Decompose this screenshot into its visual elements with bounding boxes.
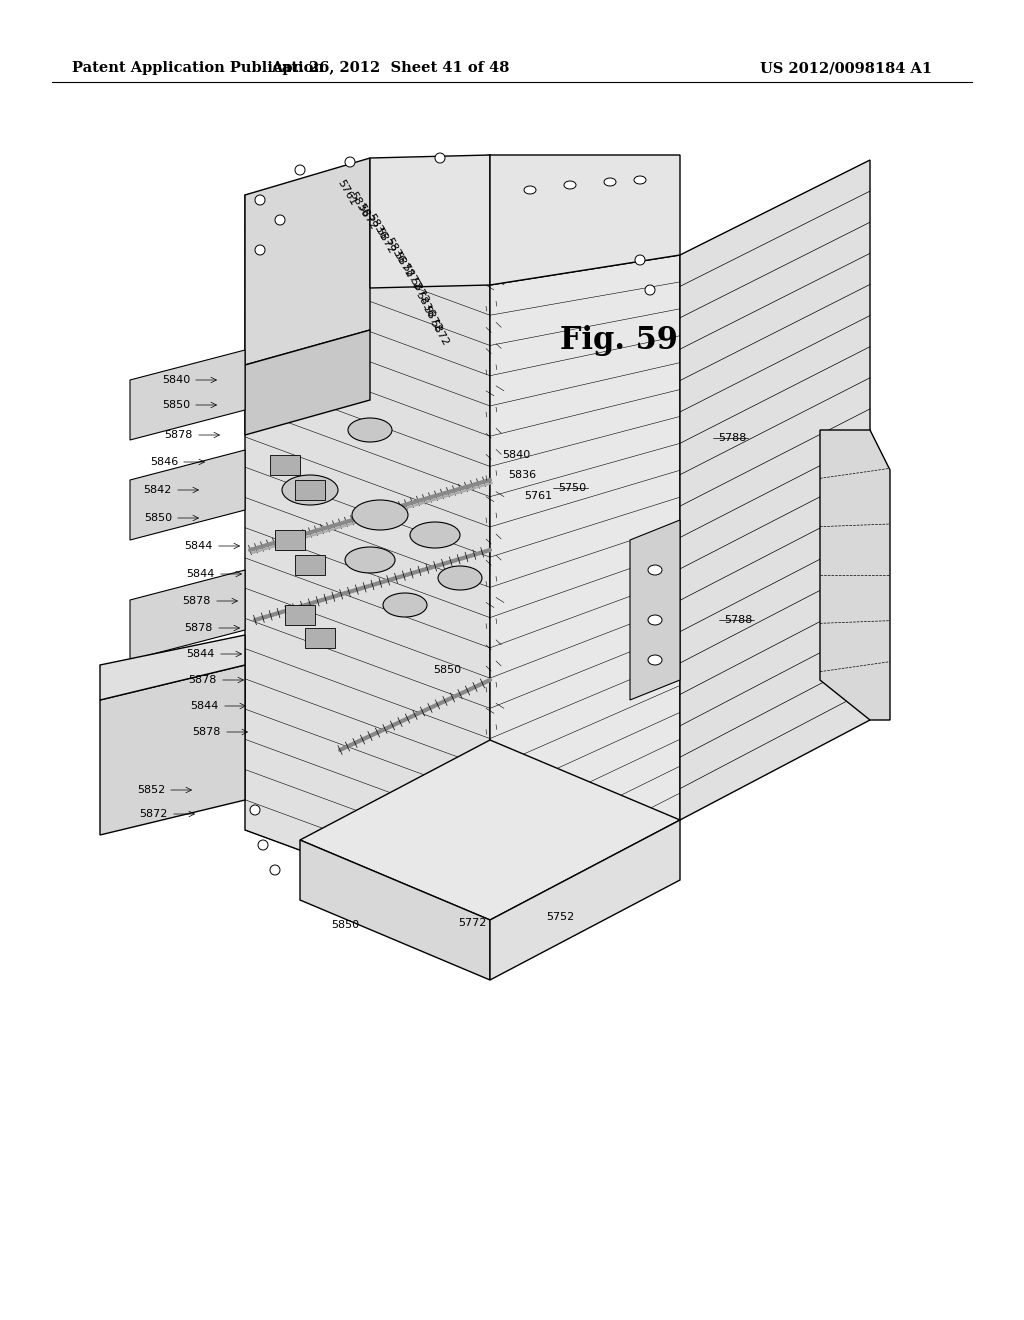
Text: 5788: 5788 bbox=[724, 615, 753, 624]
Polygon shape bbox=[370, 154, 490, 288]
Text: 5752: 5752 bbox=[546, 912, 574, 921]
Polygon shape bbox=[245, 158, 370, 366]
Text: 5840: 5840 bbox=[502, 450, 530, 459]
Polygon shape bbox=[100, 635, 245, 700]
Text: Patent Application Publication: Patent Application Publication bbox=[72, 61, 324, 75]
Ellipse shape bbox=[524, 186, 536, 194]
Circle shape bbox=[645, 285, 655, 294]
Text: 5846: 5846 bbox=[150, 457, 178, 467]
Ellipse shape bbox=[648, 615, 662, 624]
Circle shape bbox=[255, 195, 265, 205]
Circle shape bbox=[250, 805, 260, 814]
Polygon shape bbox=[630, 520, 680, 700]
Ellipse shape bbox=[352, 500, 408, 531]
Text: 5844: 5844 bbox=[186, 569, 215, 579]
Text: 5836: 5836 bbox=[384, 235, 407, 265]
Text: 5850: 5850 bbox=[331, 920, 359, 931]
Text: 5872: 5872 bbox=[355, 202, 379, 232]
Text: 5872: 5872 bbox=[399, 263, 423, 292]
Text: 5850: 5850 bbox=[162, 400, 190, 411]
Text: Apr. 26, 2012  Sheet 41 of 48: Apr. 26, 2012 Sheet 41 of 48 bbox=[270, 61, 509, 75]
Text: 5761: 5761 bbox=[524, 491, 552, 502]
Circle shape bbox=[295, 165, 305, 176]
Circle shape bbox=[635, 255, 645, 265]
Polygon shape bbox=[275, 531, 305, 550]
Circle shape bbox=[258, 840, 268, 850]
Polygon shape bbox=[305, 628, 335, 648]
Text: 5836: 5836 bbox=[366, 213, 388, 242]
Text: 5872: 5872 bbox=[408, 276, 430, 305]
Polygon shape bbox=[100, 665, 245, 836]
Circle shape bbox=[435, 153, 445, 162]
Text: 5878: 5878 bbox=[184, 623, 213, 634]
Ellipse shape bbox=[282, 475, 338, 506]
Text: 5878: 5878 bbox=[165, 430, 193, 440]
Text: 5850: 5850 bbox=[144, 513, 172, 523]
Text: 5872: 5872 bbox=[428, 318, 451, 347]
Text: 5750: 5750 bbox=[558, 483, 586, 492]
Polygon shape bbox=[130, 570, 245, 660]
Ellipse shape bbox=[634, 176, 646, 183]
Ellipse shape bbox=[345, 546, 395, 573]
Ellipse shape bbox=[383, 593, 427, 616]
Polygon shape bbox=[245, 195, 490, 920]
Ellipse shape bbox=[348, 418, 392, 442]
Text: 5872: 5872 bbox=[391, 249, 415, 279]
Polygon shape bbox=[295, 480, 325, 500]
Text: 5788: 5788 bbox=[718, 433, 746, 444]
Polygon shape bbox=[130, 671, 245, 760]
Polygon shape bbox=[820, 430, 890, 719]
Circle shape bbox=[345, 157, 355, 168]
Polygon shape bbox=[490, 154, 680, 285]
Text: 5761: 5761 bbox=[336, 177, 358, 207]
Text: 5872: 5872 bbox=[421, 304, 443, 333]
Ellipse shape bbox=[648, 565, 662, 576]
Ellipse shape bbox=[604, 178, 616, 186]
Ellipse shape bbox=[648, 655, 662, 665]
Text: 5836: 5836 bbox=[414, 289, 436, 319]
Polygon shape bbox=[130, 450, 245, 540]
Text: 5878: 5878 bbox=[188, 675, 217, 685]
Text: 5844: 5844 bbox=[190, 701, 219, 711]
Text: 5850: 5850 bbox=[433, 665, 461, 675]
Text: 5836: 5836 bbox=[348, 190, 371, 219]
Polygon shape bbox=[295, 554, 325, 576]
Text: 5840: 5840 bbox=[162, 375, 190, 385]
Text: 5878: 5878 bbox=[182, 597, 211, 606]
Text: 5872: 5872 bbox=[374, 226, 396, 255]
Ellipse shape bbox=[564, 181, 575, 189]
Text: 5836: 5836 bbox=[508, 470, 537, 480]
Text: 5844: 5844 bbox=[186, 649, 215, 659]
Text: 5844: 5844 bbox=[184, 541, 213, 550]
Ellipse shape bbox=[438, 566, 482, 590]
Polygon shape bbox=[130, 350, 245, 440]
Text: 5852: 5852 bbox=[137, 785, 165, 795]
Polygon shape bbox=[285, 605, 315, 624]
Polygon shape bbox=[300, 741, 680, 920]
Polygon shape bbox=[245, 330, 370, 436]
Text: US 2012/0098184 A1: US 2012/0098184 A1 bbox=[760, 61, 932, 75]
Text: 5878: 5878 bbox=[193, 727, 221, 737]
Circle shape bbox=[255, 246, 265, 255]
Polygon shape bbox=[490, 820, 680, 979]
Polygon shape bbox=[245, 154, 680, 294]
Ellipse shape bbox=[410, 521, 460, 548]
Text: 5842: 5842 bbox=[143, 484, 172, 495]
Polygon shape bbox=[270, 455, 300, 475]
Text: Fig. 59: Fig. 59 bbox=[560, 325, 678, 355]
Polygon shape bbox=[300, 840, 490, 979]
Circle shape bbox=[275, 215, 285, 224]
Text: 5872: 5872 bbox=[139, 809, 168, 818]
Polygon shape bbox=[680, 160, 870, 820]
Polygon shape bbox=[490, 255, 680, 920]
Circle shape bbox=[270, 865, 280, 875]
Text: 5772: 5772 bbox=[458, 917, 486, 928]
